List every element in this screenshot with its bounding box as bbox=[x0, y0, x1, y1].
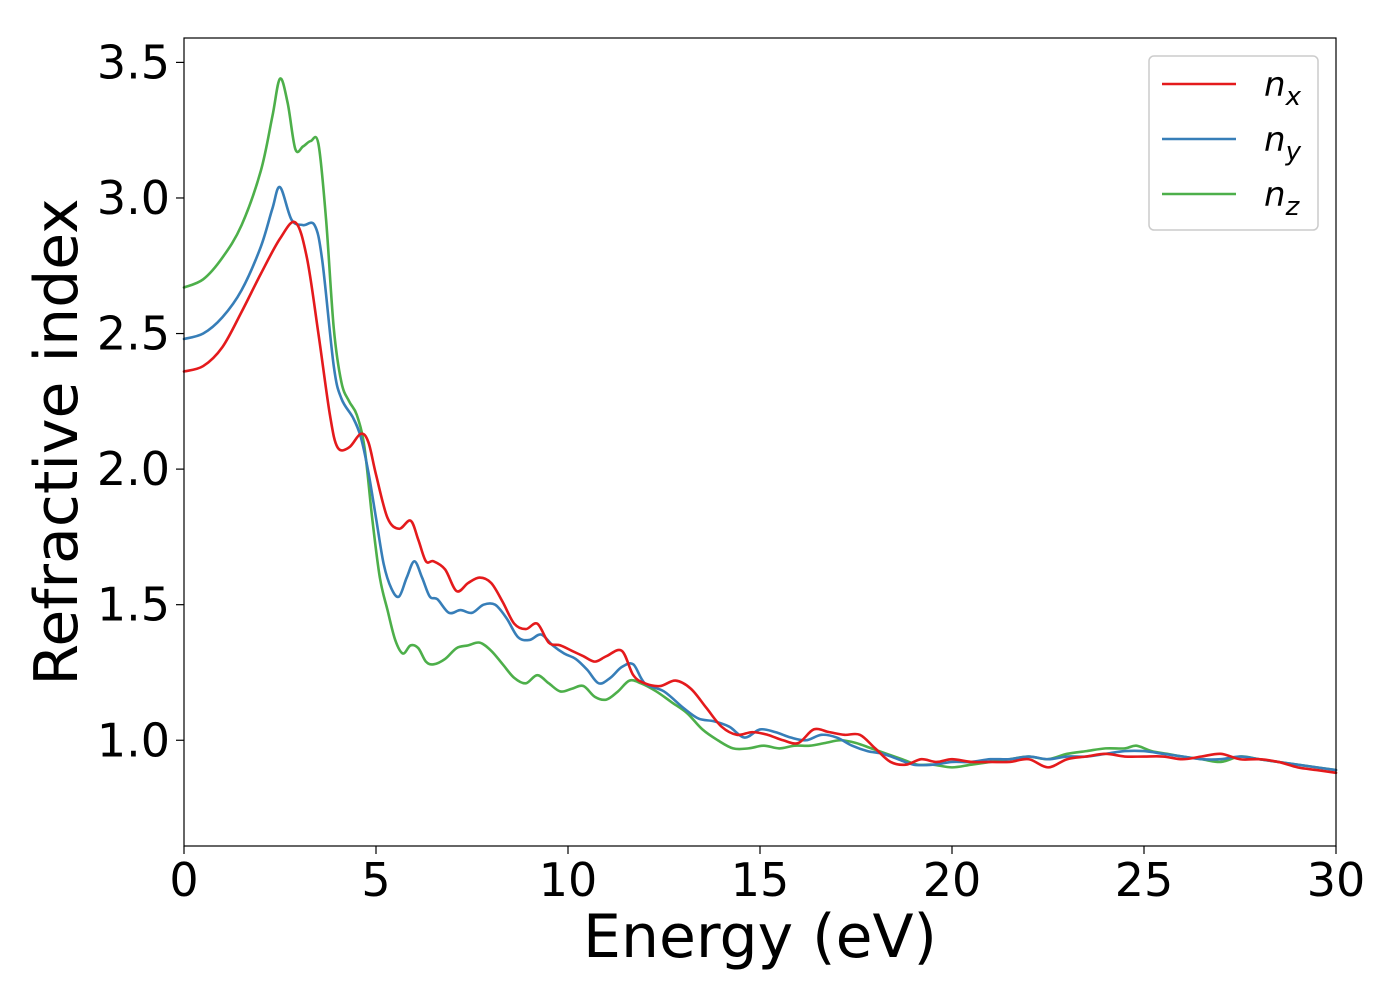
x-tick-label: 30 bbox=[1307, 853, 1366, 907]
x-tick-label: 5 bbox=[361, 853, 390, 907]
y-tick-label: 3.0 bbox=[97, 171, 170, 225]
x-tick-label: 0 bbox=[169, 853, 198, 907]
legend-label-subscript: z bbox=[1285, 192, 1301, 222]
legend-label-nz: nz bbox=[1264, 175, 1301, 222]
y-tick-label: 3.5 bbox=[97, 35, 170, 89]
series-line-nx bbox=[182, 220, 1338, 775]
y-tick-label: 1.5 bbox=[97, 578, 170, 632]
legend-label-main: n bbox=[1264, 175, 1286, 215]
y-tick-label: 2.5 bbox=[97, 307, 170, 361]
x-axis-label: Energy (eV) bbox=[583, 902, 937, 972]
x-tick-label: 25 bbox=[1115, 853, 1174, 907]
x-tick-label: 20 bbox=[923, 853, 982, 907]
x-tick-label: 10 bbox=[539, 853, 598, 907]
legend-label-subscript: y bbox=[1285, 137, 1302, 167]
y-tick-label: 2.0 bbox=[97, 442, 170, 496]
legend-label-subscript: x bbox=[1285, 82, 1302, 112]
series-line-nz bbox=[182, 77, 1338, 772]
legend-label-nx: nx bbox=[1264, 65, 1302, 112]
x-tick-label: 15 bbox=[731, 853, 790, 907]
series-layer bbox=[182, 77, 1338, 775]
legend-label-main: n bbox=[1264, 65, 1286, 105]
legend-box bbox=[1148, 55, 1319, 231]
y-axis: 1.0 1.5 2.0 2.5 3.0 3.5 bbox=[97, 35, 184, 767]
y-axis-label: Refractive index bbox=[22, 198, 92, 685]
x-axis: 0 5 10 15 20 25 30 bbox=[169, 846, 1365, 907]
legend-label-main: n bbox=[1264, 120, 1286, 160]
legend-label-ny: ny bbox=[1264, 120, 1302, 167]
y-tick-label: 1.0 bbox=[97, 713, 170, 767]
